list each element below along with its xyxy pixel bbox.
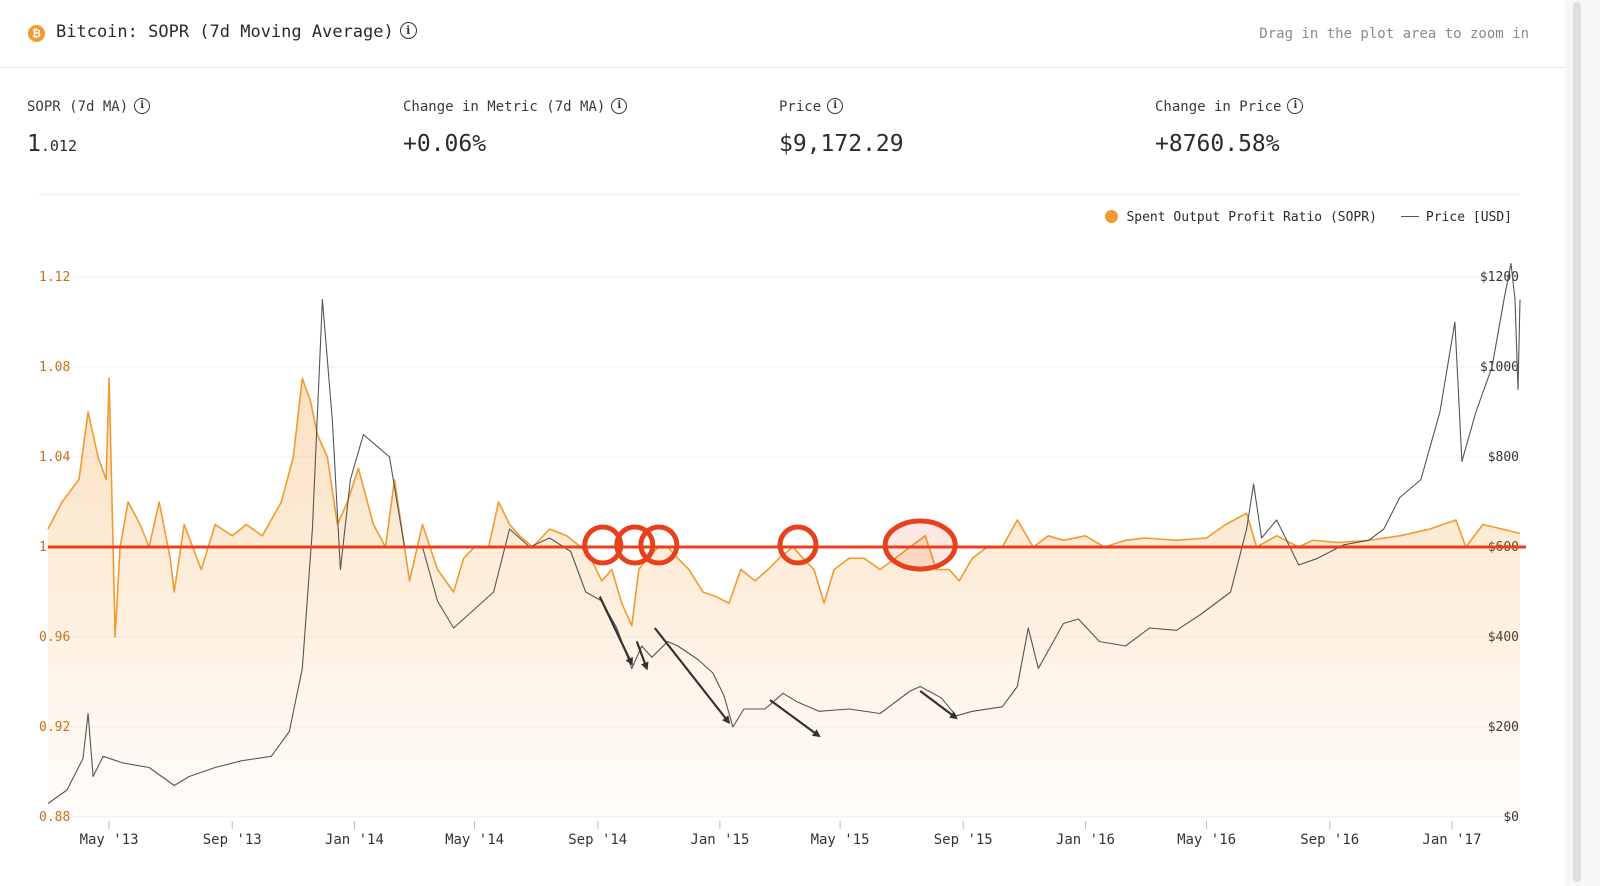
scrollbar-thumb[interactable] bbox=[1573, 2, 1581, 882]
metric-label-text: Price bbox=[779, 99, 822, 115]
metric-value: +8760.58% bbox=[1155, 131, 1303, 157]
annotation-circle bbox=[614, 524, 656, 566]
annotation-arrow bbox=[769, 699, 821, 738]
x-tick-label: May '16 bbox=[1177, 832, 1236, 848]
annotation-circle bbox=[882, 518, 958, 572]
chart-plot-area[interactable]: 0.880.920.9611.041.081.12$0$200$400$600$… bbox=[0, 240, 1565, 886]
info-icon[interactable]: i bbox=[611, 98, 628, 114]
sopr-line bbox=[47, 377, 1521, 638]
price-line bbox=[47, 262, 1521, 804]
legend-price-label[interactable]: Price [USD] bbox=[1425, 210, 1512, 225]
metric-value-main: 1 bbox=[27, 131, 41, 157]
metric-value: 1.012 bbox=[27, 131, 150, 157]
y-left-tick-label: 1.04 bbox=[39, 450, 70, 465]
metric-value-decimals: .012 bbox=[40, 137, 77, 155]
info-icon[interactable]: i bbox=[399, 21, 417, 39]
y-left-tick-label: 1.12 bbox=[39, 270, 70, 285]
metric-change: Change in Metric (7d MA) i +0.06% bbox=[403, 98, 628, 157]
metric-label-text: Change in Metric (7d MA) bbox=[403, 99, 606, 115]
x-tick-label: May '15 bbox=[811, 832, 870, 848]
annotation-arrow bbox=[635, 641, 649, 671]
x-tick-label: Jan '14 bbox=[325, 832, 384, 848]
chart-legend: Spent Output Profit Ratio (SOPR) Price [U… bbox=[1105, 210, 1512, 225]
metric-price: Price i $9,172.29 bbox=[779, 98, 904, 157]
metric-price-change: Change in Price i +8760.58% bbox=[1155, 98, 1304, 157]
metric-label: SOPR (7d MA) i bbox=[27, 98, 151, 115]
metric-label-text: Change in Price bbox=[1155, 99, 1282, 115]
info-icon[interactable]: i bbox=[134, 98, 151, 114]
metric-label: Change in Metric (7d MA) i bbox=[403, 98, 628, 115]
metric-value-main: +0.06% bbox=[403, 131, 487, 157]
annotation-arrow bbox=[598, 596, 633, 666]
sopr-area bbox=[48, 378, 1520, 817]
x-tick-label: May '14 bbox=[445, 832, 504, 848]
legend-sopr-marker bbox=[1105, 210, 1119, 223]
metric-label: Price i bbox=[779, 98, 904, 115]
zoom-hint: Drag in the plot area to zoom in bbox=[1259, 26, 1529, 42]
title-text: Bitcoin: SOPR (7d Moving Average) bbox=[56, 22, 394, 42]
section-divider bbox=[38, 194, 1520, 195]
scrollbar[interactable] bbox=[1565, 0, 1600, 886]
header-bar: ₿ Bitcoin: SOPR (7d Moving Average) i Dra… bbox=[0, 0, 1565, 68]
info-icon[interactable]: i bbox=[827, 98, 844, 114]
legend-price-marker bbox=[1400, 215, 1419, 217]
x-tick-label: Sep '14 bbox=[568, 832, 627, 848]
x-tick-label: May '13 bbox=[80, 832, 139, 848]
x-tick-label: Jan '17 bbox=[1422, 832, 1481, 848]
x-tick-label: Sep '16 bbox=[1300, 832, 1359, 848]
metric-value: $9,172.29 bbox=[779, 131, 904, 157]
page-title: Bitcoin: SOPR (7d Moving Average) i bbox=[56, 21, 417, 42]
bitcoin-icon: ₿ bbox=[28, 25, 45, 42]
x-tick-label: Sep '13 bbox=[203, 832, 262, 848]
x-tick-label: Sep '15 bbox=[934, 832, 993, 848]
legend-sopr-label[interactable]: Spent Output Profit Ratio (SOPR) bbox=[1126, 210, 1377, 225]
x-tick-label: Jan '15 bbox=[690, 832, 749, 848]
metric-sopr: SOPR (7d MA) i 1.012 bbox=[27, 98, 151, 157]
annotation-arrow bbox=[653, 627, 731, 725]
metric-label-text: SOPR (7d MA) bbox=[27, 99, 129, 115]
y-left-tick-label: 1 bbox=[39, 540, 47, 555]
y-left-tick-label: 1.08 bbox=[39, 360, 70, 375]
info-icon[interactable]: i bbox=[1287, 98, 1304, 114]
annotation-arrow bbox=[919, 690, 958, 720]
x-tick-label: Jan '16 bbox=[1056, 832, 1115, 848]
annotation-circle bbox=[638, 524, 680, 566]
annotation-circle bbox=[582, 524, 624, 566]
y-right-tick-label: $800 bbox=[1488, 450, 1519, 465]
metric-value-main: +8760.58% bbox=[1155, 131, 1280, 157]
metric-value-main: $9,172.29 bbox=[779, 131, 904, 157]
metric-label: Change in Price i bbox=[1155, 98, 1304, 115]
annotation-circle bbox=[777, 524, 819, 566]
metric-value: +0.06% bbox=[403, 131, 627, 157]
y-right-tick-label: $1000 bbox=[1480, 360, 1519, 375]
